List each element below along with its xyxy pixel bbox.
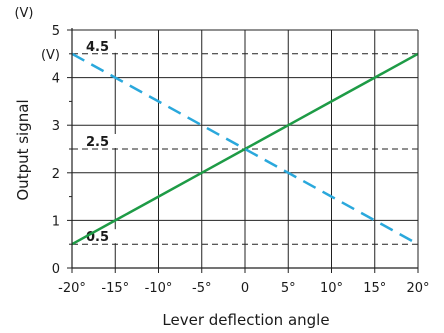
x-tick-label: 10° — [320, 281, 343, 296]
y-tick-label: 3 — [52, 119, 60, 134]
axes — [67, 28, 419, 273]
x-tick-label: 5° — [281, 281, 296, 296]
tick-labels: -20° -15° -10° -5° 0 5° 10° 15° 20° 0 1 2 3 4 5 — [52, 24, 430, 296]
y-tick-label: 1 — [52, 214, 60, 229]
x-axis-title: Lever deflection angle — [162, 311, 329, 329]
reference-label-bg — [82, 38, 116, 53]
y-unit-label: (V) — [14, 6, 33, 21]
series-lines — [71, 52, 419, 246]
x-tick-label: -10° — [145, 281, 173, 296]
x-tick-label: 15° — [363, 281, 386, 296]
x-tick-label: 20° — [406, 281, 429, 296]
reference-unit-label: (V) — [41, 48, 60, 63]
x-tick-label: -5° — [192, 281, 211, 296]
y-axis-title: Output signal — [14, 99, 32, 200]
series-line-solid — [71, 52, 419, 246]
reference-label: 4.5 — [86, 40, 109, 55]
y-tick-label: 0 — [52, 262, 60, 277]
y-tick-label: 5 — [52, 24, 60, 39]
x-tick-label: -20° — [58, 281, 86, 296]
x-tick-label: -15° — [101, 281, 129, 296]
reference-label: 0.5 — [86, 230, 109, 245]
y-tick-label: 2 — [52, 167, 60, 182]
x-tick-label: 0 — [241, 281, 249, 296]
reference-label-bg — [82, 134, 116, 148]
y-tick-label: 4 — [52, 72, 60, 87]
reference-label: 2.5 — [86, 135, 109, 150]
